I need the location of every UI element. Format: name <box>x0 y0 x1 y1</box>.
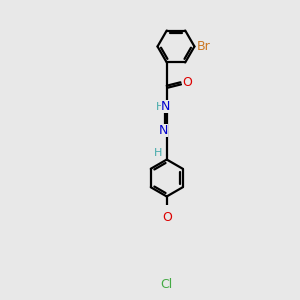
Text: H: H <box>154 148 163 158</box>
Text: O: O <box>162 211 172 224</box>
Text: Cl: Cl <box>160 278 173 291</box>
Text: N: N <box>159 124 168 136</box>
Text: N: N <box>161 100 170 113</box>
Text: O: O <box>182 76 192 89</box>
Text: H: H <box>156 102 164 112</box>
Text: Br: Br <box>197 40 211 53</box>
